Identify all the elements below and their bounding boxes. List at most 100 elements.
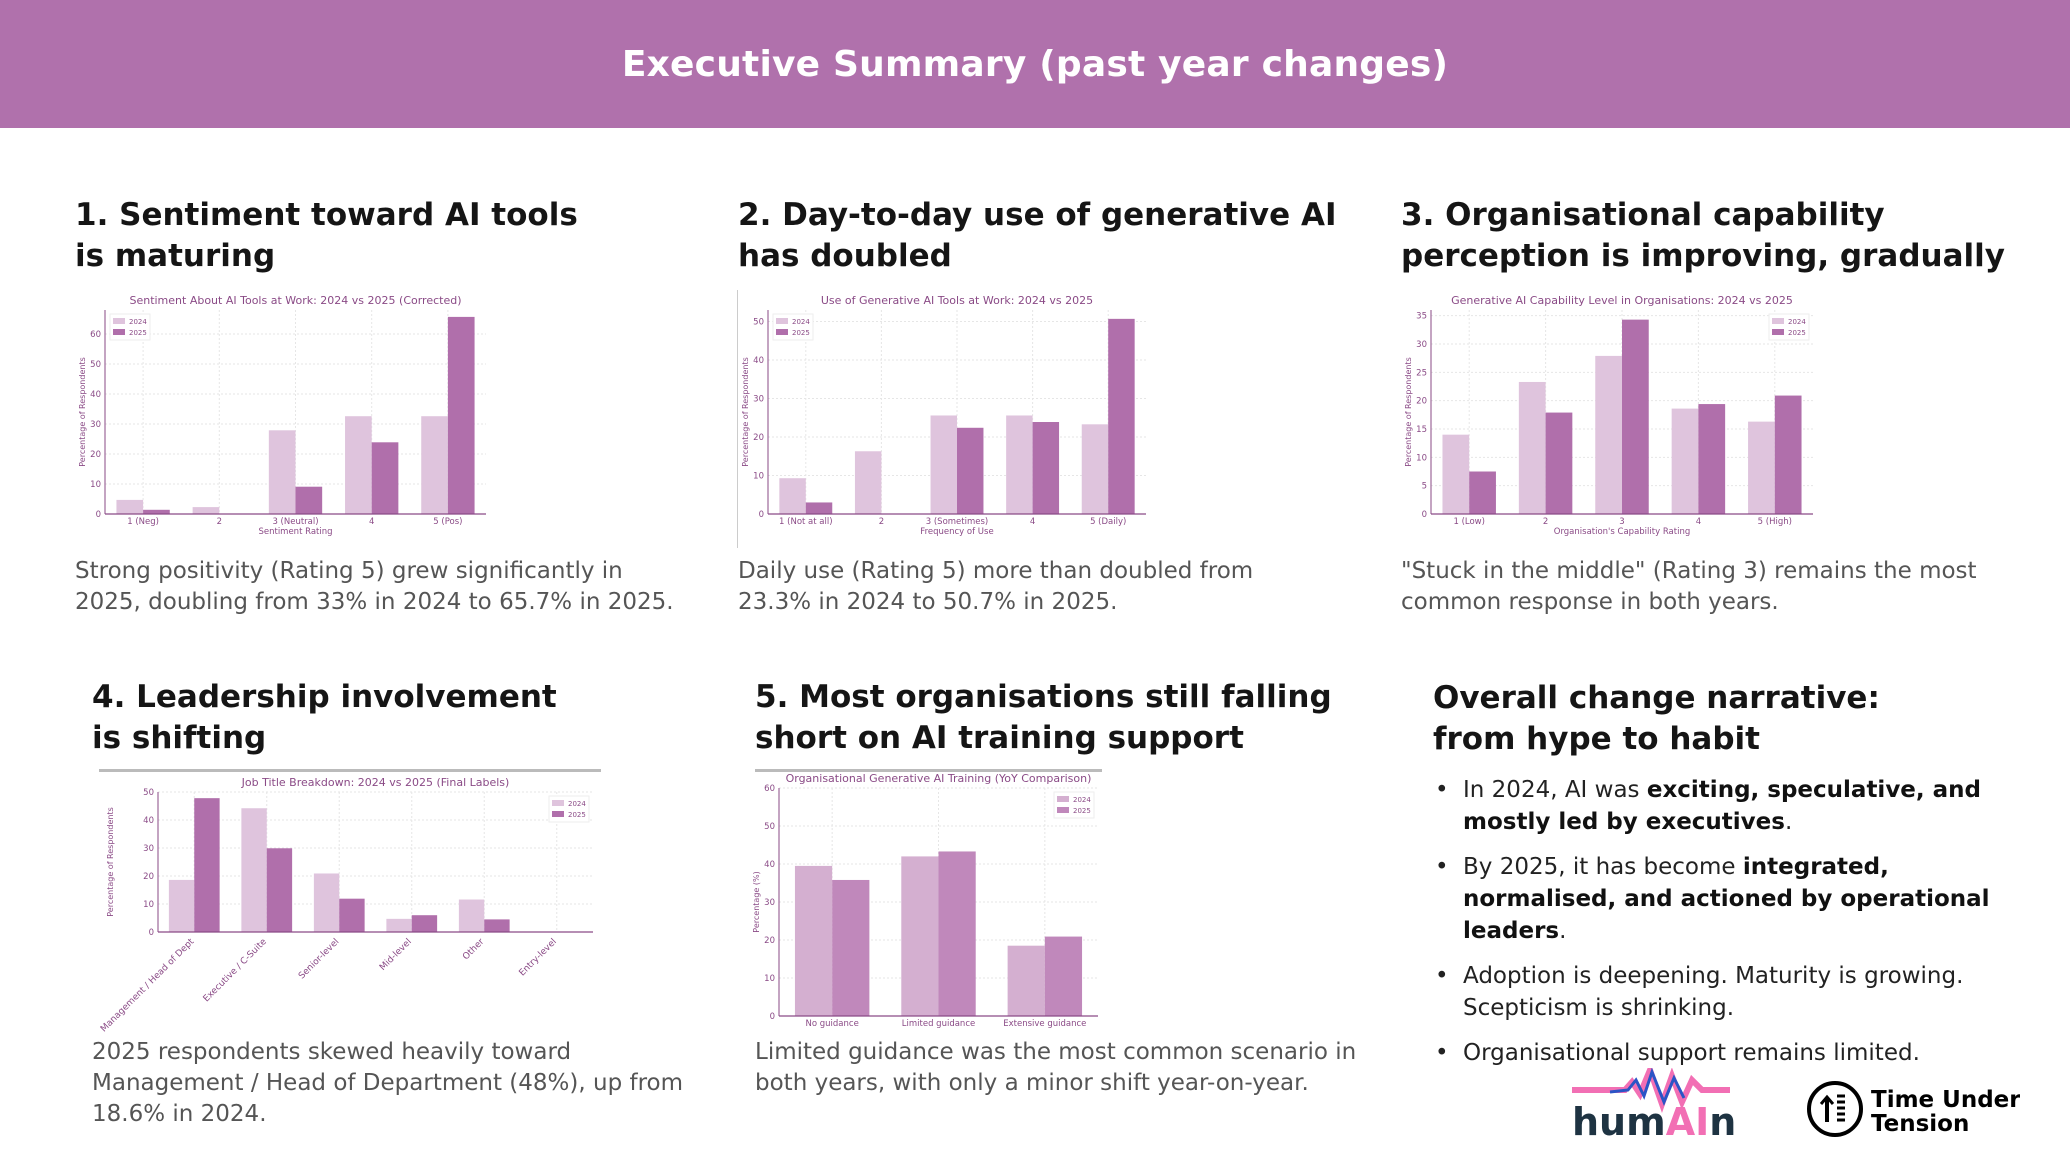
legend-swatch-2024 bbox=[113, 318, 125, 324]
y-tick-label: 0 bbox=[759, 510, 764, 520]
y-tick-label: 30 bbox=[143, 844, 154, 854]
y-tick-label: 0 bbox=[770, 1012, 775, 1022]
x-tick-label: Entry-level bbox=[518, 937, 559, 978]
x-tick-label: 1 (Not at all) bbox=[779, 517, 833, 527]
y-tick-label: 20 bbox=[143, 872, 154, 882]
bar-2025 bbox=[371, 442, 399, 514]
y-axis-label: Percentage of Respondents bbox=[106, 807, 115, 917]
list-item: Organisational support remains limited. bbox=[1433, 1037, 2033, 1069]
page-title: Executive Summary (past year changes) bbox=[621, 43, 1449, 85]
section-5-title: 5. Most organisations still falling shor… bbox=[755, 679, 1332, 756]
y-tick-label: 10 bbox=[1416, 453, 1427, 463]
bar-2024 bbox=[192, 507, 220, 514]
y-tick-label: 20 bbox=[1416, 397, 1427, 407]
x-tick-label: 5 (Pos) bbox=[433, 517, 462, 527]
time-under-tension-logo: Time Under Tension bbox=[1807, 1081, 2020, 1137]
section-1-title: 1. Sentiment toward AI tools is maturing bbox=[75, 197, 578, 274]
y-axis-label: Percentage of Respondents bbox=[1404, 357, 1413, 467]
narrative-title: Overall change narrative: from hype to h… bbox=[1433, 680, 1880, 757]
x-axis-label: Organisation's Capability Rating bbox=[1554, 527, 1690, 537]
svg-text:Time Under: Time Under bbox=[1871, 1087, 2020, 1113]
y-tick-label: 50 bbox=[753, 318, 764, 328]
y-tick-label: 30 bbox=[1416, 340, 1427, 350]
bar-2024 bbox=[116, 499, 144, 514]
bar-2024 bbox=[854, 451, 882, 514]
section-4-caption: 2025 respondents skewed heavily toward M… bbox=[92, 1039, 684, 1127]
x-tick-label: No guidance bbox=[806, 1019, 859, 1029]
bar-2024 bbox=[421, 416, 448, 514]
bar-2024 bbox=[1671, 408, 1699, 514]
bullet-bold: exciting, speculative, and mostly led by… bbox=[1463, 777, 1982, 835]
y-tick-label: 20 bbox=[753, 433, 764, 443]
section-3-title: 3. Organisational capability perception … bbox=[1401, 197, 2005, 274]
bar-2025 bbox=[1622, 319, 1649, 514]
y-tick-label: 40 bbox=[90, 390, 101, 400]
section-1-caption: Strong positivity (Rating 5) grew signif… bbox=[75, 558, 674, 615]
bar-2024 bbox=[345, 416, 372, 514]
x-axis-label: Frequency of Use bbox=[920, 527, 993, 537]
bar-2025 bbox=[1108, 318, 1135, 514]
bullet-text: . bbox=[1784, 809, 1793, 835]
bullet-bold: integrated, normalised, and actioned by … bbox=[1463, 854, 1990, 944]
chart-title: Organisational Generative AI Training (Y… bbox=[786, 772, 1092, 785]
legend-swatch-2025 bbox=[776, 329, 788, 335]
y-tick-label: 20 bbox=[764, 936, 775, 946]
bar-2024 bbox=[1518, 381, 1546, 514]
bar-2025 bbox=[411, 915, 438, 932]
chart-divider bbox=[99, 769, 601, 772]
legend-label: 2025 bbox=[1073, 807, 1091, 815]
chart-divider bbox=[737, 290, 738, 548]
bar-2024 bbox=[1007, 945, 1045, 1016]
bar-2025 bbox=[143, 509, 170, 514]
legend-label: 2024 bbox=[792, 318, 810, 326]
header-bar: Executive Summary (past year changes) bbox=[0, 0, 2070, 128]
y-tick-label: 0 bbox=[96, 510, 101, 520]
chart-title: Job Title Breakdown: 2024 vs 2025 (Final… bbox=[241, 776, 510, 789]
list-item: In 2024, AI was exciting, speculative, a… bbox=[1433, 774, 2033, 838]
legend-label: 2024 bbox=[1788, 318, 1806, 326]
legend-swatch-2025 bbox=[1057, 807, 1069, 813]
section-2-title: 2. Day-to-day use of generative AI has d… bbox=[738, 197, 1337, 274]
bar-2025 bbox=[1698, 404, 1726, 514]
x-tick-label: Extensive guidance bbox=[1003, 1019, 1086, 1029]
capability-chart: Generative AI Capability Level in Organi… bbox=[1404, 294, 1813, 537]
y-tick-label: 40 bbox=[143, 816, 154, 826]
y-tick-label: 10 bbox=[753, 472, 764, 482]
x-tick-label: Other bbox=[461, 937, 486, 962]
y-tick-label: 50 bbox=[143, 788, 154, 798]
y-axis-label: Percentage (%) bbox=[752, 871, 761, 932]
bar-2024 bbox=[268, 430, 296, 514]
bar-2025 bbox=[805, 502, 833, 514]
bar-2024 bbox=[794, 865, 833, 1016]
x-tick-label: 3 bbox=[1619, 517, 1624, 527]
x-tick-label: 5 (High) bbox=[1758, 517, 1792, 527]
x-tick-label: 3 (Neutral) bbox=[272, 517, 318, 527]
bullet-text: In 2024, AI was bbox=[1463, 777, 1647, 803]
bullet-text: By 2025, it has become bbox=[1463, 854, 1743, 880]
svg-text:humAIn: humAIn bbox=[1572, 1100, 1735, 1140]
x-tick-label: 2 bbox=[879, 517, 884, 527]
bullet-text: Organisational support remains limited. bbox=[1463, 1040, 1920, 1066]
x-tick-label: Limited guidance bbox=[902, 1019, 975, 1029]
chart-divider bbox=[755, 769, 1102, 772]
legend-swatch-2025 bbox=[113, 329, 125, 335]
x-tick-label: 4 bbox=[1030, 517, 1035, 527]
svg-text:Tension: Tension bbox=[1871, 1111, 1969, 1137]
chart-title: Sentiment About AI Tools at Work: 2024 v… bbox=[129, 294, 461, 307]
bar-2024 bbox=[1081, 424, 1109, 514]
legend-swatch-2025 bbox=[1772, 329, 1784, 335]
bar-2024 bbox=[1442, 434, 1470, 514]
x-axis-label: Sentiment Rating bbox=[258, 527, 332, 537]
list-item: By 2025, it has become integrated, norma… bbox=[1433, 851, 2033, 947]
section-2-caption: Daily use (Rating 5) more than doubled f… bbox=[738, 558, 1254, 615]
y-axis-label: Percentage of Respondents bbox=[78, 357, 87, 467]
bullet-text: Adoption is deepening. Maturity is growi… bbox=[1463, 963, 1964, 1021]
humain-logo: humAIn bbox=[1572, 1068, 1735, 1140]
sentiment-chart: Sentiment About AI Tools at Work: 2024 v… bbox=[78, 294, 486, 537]
legend-label: 2025 bbox=[568, 811, 586, 819]
y-tick-label: 10 bbox=[90, 480, 101, 490]
y-tick-label: 60 bbox=[764, 784, 775, 794]
x-tick-label: Executive / C-Suite bbox=[202, 937, 270, 1005]
bar-2024 bbox=[168, 879, 195, 932]
usage-chart: Use of Generative AI Tools at Work: 2024… bbox=[741, 294, 1146, 537]
